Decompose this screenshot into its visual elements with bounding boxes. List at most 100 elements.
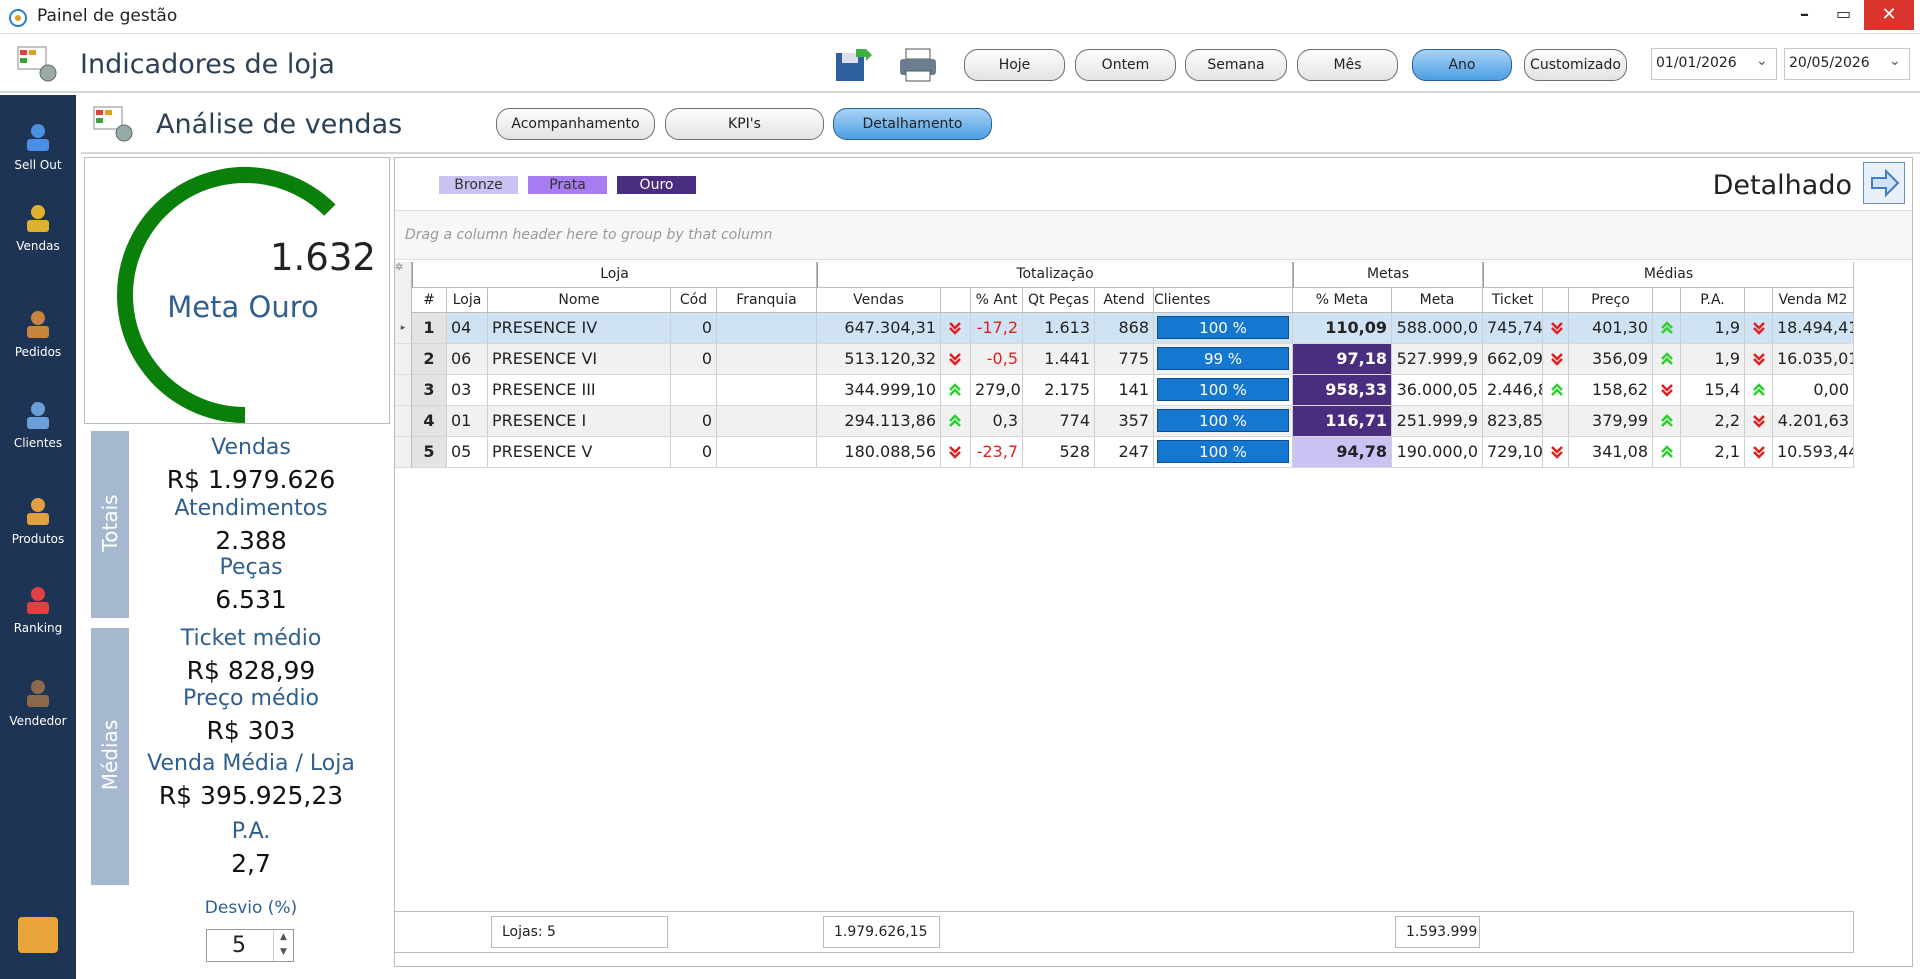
column-header[interactable]: Franquia <box>717 288 817 313</box>
period-button[interactable]: Hoje <box>964 49 1065 81</box>
cell: 2,2 <box>1681 406 1745 437</box>
icon-body <box>27 139 49 151</box>
subheader: Análise de vendas Acompanhamento KPI's Det… <box>81 95 1920 154</box>
minimize[interactable]: – <box>1800 4 1809 25</box>
sidebar-item[interactable]: Vendedor <box>0 674 76 732</box>
cell: 94,78 <box>1293 437 1392 468</box>
metric-label: Venda Média / Loja <box>147 751 355 776</box>
tab-button[interactable]: KPI's <box>665 108 824 140</box>
trend-up <box>949 383 961 396</box>
cell <box>1543 313 1569 344</box>
cell: 110,09 <box>1293 313 1392 344</box>
chevron <box>1753 327 1765 335</box>
chevron <box>1661 326 1673 334</box>
tab-button[interactable]: Detalhamento <box>833 108 992 140</box>
cell <box>1745 344 1773 375</box>
chevron <box>1661 357 1673 365</box>
title-bar: Painel de gestão – ▭ ✕ <box>0 0 1920 34</box>
column-header[interactable]: % Ant <box>971 288 1023 313</box>
icon-body <box>27 326 49 338</box>
cell: 357 <box>1095 406 1154 437</box>
close[interactable]: ✕ <box>1864 0 1914 30</box>
sidebar-item[interactable]: Sell Out <box>0 118 76 176</box>
footer-summary: 1.593.999 <box>1395 916 1480 948</box>
cell: -17,2 <box>971 313 1023 344</box>
sidebar-item[interactable]: Clientes <box>0 396 76 454</box>
gauge-arc <box>117 167 336 423</box>
date-picker[interactable]: 01/01/2026 ⌄ <box>1651 48 1777 80</box>
column-header[interactable]: Clientes <box>1154 288 1293 313</box>
cell: 0 <box>671 437 717 468</box>
row-indicator[interactable] <box>395 344 412 375</box>
sidebar-item[interactable]: Ranking <box>0 581 76 639</box>
cell: 247 <box>1095 437 1154 468</box>
period-button[interactable]: Customizado <box>1524 49 1627 81</box>
row-indicator[interactable] <box>395 437 412 468</box>
cell: -0,5 <box>971 344 1023 375</box>
trend-down <box>1551 353 1563 366</box>
column-header[interactable]: Vendas <box>817 288 941 313</box>
column-header[interactable]: # <box>412 288 447 313</box>
row-indicator[interactable] <box>395 406 412 437</box>
column-header <box>1745 288 1773 313</box>
chevron <box>1661 389 1673 397</box>
column-header <box>941 288 971 313</box>
trend-down <box>1551 322 1563 335</box>
cell: 4.201,63 <box>1773 406 1854 437</box>
chevron <box>1753 358 1765 366</box>
column-header[interactable]: Meta <box>1392 288 1483 313</box>
period-button[interactable]: Mês <box>1297 49 1398 81</box>
settings-button[interactable] <box>18 917 58 953</box>
sidebar-item[interactable]: Vendas <box>0 199 76 257</box>
chevron <box>1551 358 1563 366</box>
metric-label: Vendas <box>211 435 291 460</box>
column-header <box>1543 288 1569 313</box>
period-button[interactable]: Ano <box>1412 49 1512 81</box>
deviation-spinner[interactable]: 5 ▲ ▼ <box>206 929 294 962</box>
column-header[interactable]: Loja <box>447 288 488 313</box>
trend-down <box>949 353 961 366</box>
chevron <box>1753 420 1765 428</box>
sidebar-item[interactable]: Produtos <box>0 492 76 550</box>
chevron <box>949 414 961 422</box>
column-header[interactable]: Venda M2 <box>1773 288 1854 313</box>
cell: PRESENCE I <box>488 406 671 437</box>
period-button[interactable]: Ontem <box>1075 49 1176 81</box>
averages-tab: Médias <box>91 628 129 885</box>
detail-arrow <box>1871 168 1900 198</box>
cell: PRESENCE III <box>488 375 671 406</box>
column-header[interactable]: % Meta <box>1293 288 1392 313</box>
column-header[interactable]: P.A. <box>1681 288 1745 313</box>
sidebar-item[interactable]: Pedidos <box>0 305 76 363</box>
detail-button[interactable] <box>1863 162 1905 204</box>
column-header[interactable]: Atend <box>1095 288 1154 313</box>
save-button[interactable] <box>834 47 874 83</box>
column-header[interactable]: Qt Peças <box>1023 288 1095 313</box>
cell: 0,3 <box>971 406 1023 437</box>
trend-down <box>949 446 961 459</box>
period-button[interactable]: Semana <box>1185 49 1287 81</box>
metric-value: 2,7 <box>231 849 271 878</box>
trend-up <box>1661 352 1673 365</box>
cell: 5 <box>412 437 447 468</box>
row-indicator[interactable]: ▸ <box>395 313 412 344</box>
trend-up <box>949 414 961 427</box>
chevron <box>1753 383 1765 391</box>
column-header[interactable]: Nome <box>488 288 671 313</box>
cell: 294.113,86 <box>817 406 941 437</box>
tab-button[interactable]: Acompanhamento <box>496 108 655 140</box>
chevron <box>1551 446 1563 454</box>
metric-value: 6.531 <box>215 585 287 614</box>
column-header[interactable]: Preço <box>1569 288 1653 313</box>
chevron <box>1661 445 1673 453</box>
print-button[interactable] <box>898 47 938 83</box>
spin-arrows[interactable]: ▲ ▼ <box>273 930 293 961</box>
column-header[interactable]: Ticket <box>1483 288 1543 313</box>
row-indicator[interactable] <box>395 375 412 406</box>
sidebar-icon <box>27 587 49 614</box>
restore[interactable]: ▭ <box>1836 4 1852 23</box>
date-picker[interactable]: 20/05/2026 ⌄ <box>1784 48 1910 80</box>
metric-value: R$ 303 <box>206 716 296 745</box>
column-header[interactable]: Cód <box>671 288 717 313</box>
gauge-label: Meta Ouro <box>167 290 319 324</box>
